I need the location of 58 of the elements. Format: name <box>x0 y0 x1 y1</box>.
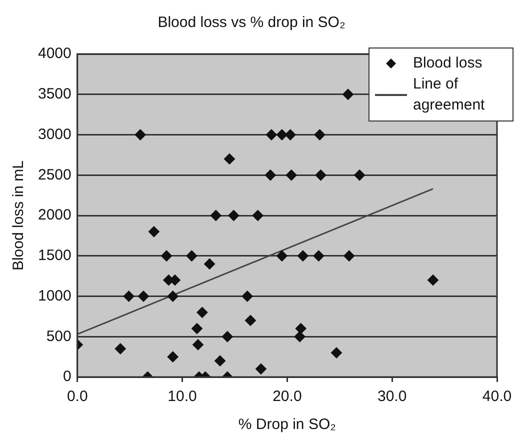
x-tick-label: 30.0 <box>377 388 407 406</box>
y-tick-label: 0 <box>63 368 72 386</box>
point <box>148 226 160 238</box>
point <box>315 170 326 181</box>
point <box>210 210 222 221</box>
y-tick-label: 2000 <box>38 206 72 224</box>
point <box>224 153 235 164</box>
y-tick-label: 1500 <box>38 247 72 264</box>
point <box>330 347 342 358</box>
point <box>266 129 277 140</box>
point <box>264 170 276 181</box>
point <box>284 129 296 140</box>
y-tick-label: 4000 <box>38 45 72 62</box>
point <box>192 339 204 350</box>
x-tick-label: 20.0 <box>272 388 302 406</box>
point <box>255 363 266 374</box>
y-tick-label: 2500 <box>38 166 72 184</box>
point <box>297 250 308 262</box>
x-tick-label: 10.0 <box>168 388 197 406</box>
point <box>114 343 126 354</box>
point <box>167 290 178 302</box>
x-tick-label: 40.0 <box>482 388 512 406</box>
point <box>276 250 288 262</box>
point <box>344 250 355 262</box>
legend-label: Line of agreement <box>413 76 486 114</box>
point <box>428 274 439 286</box>
y-tick-label: 500 <box>46 328 72 345</box>
point <box>342 88 354 100</box>
point <box>354 170 366 181</box>
x-axis-title: % Drop in SO₂ <box>238 416 336 434</box>
point <box>313 250 324 262</box>
point <box>228 210 240 221</box>
point <box>314 129 326 140</box>
legend-label: Blood loss <box>413 54 482 72</box>
point <box>276 129 288 140</box>
point <box>242 290 253 302</box>
y-tick-label: 1000 <box>38 287 72 304</box>
point <box>286 170 297 181</box>
point <box>214 355 226 366</box>
point <box>191 323 202 334</box>
y-axis-title: Blood loss in mL <box>10 160 28 271</box>
point <box>295 323 306 334</box>
point <box>123 290 134 302</box>
point <box>186 250 198 262</box>
point <box>294 331 306 342</box>
point <box>138 290 149 302</box>
point <box>161 250 172 262</box>
x-tick-label: 0.0 <box>66 388 88 406</box>
y-tick-label: 3500 <box>38 86 72 103</box>
point <box>252 210 264 221</box>
chart-title: Blood loss vs % drop in SO₂ <box>158 14 346 32</box>
point <box>167 351 178 362</box>
point <box>244 314 256 326</box>
point <box>204 258 216 270</box>
point <box>134 129 146 140</box>
point <box>196 306 208 318</box>
y-tick-label: 3000 <box>38 126 72 143</box>
point <box>222 331 233 342</box>
